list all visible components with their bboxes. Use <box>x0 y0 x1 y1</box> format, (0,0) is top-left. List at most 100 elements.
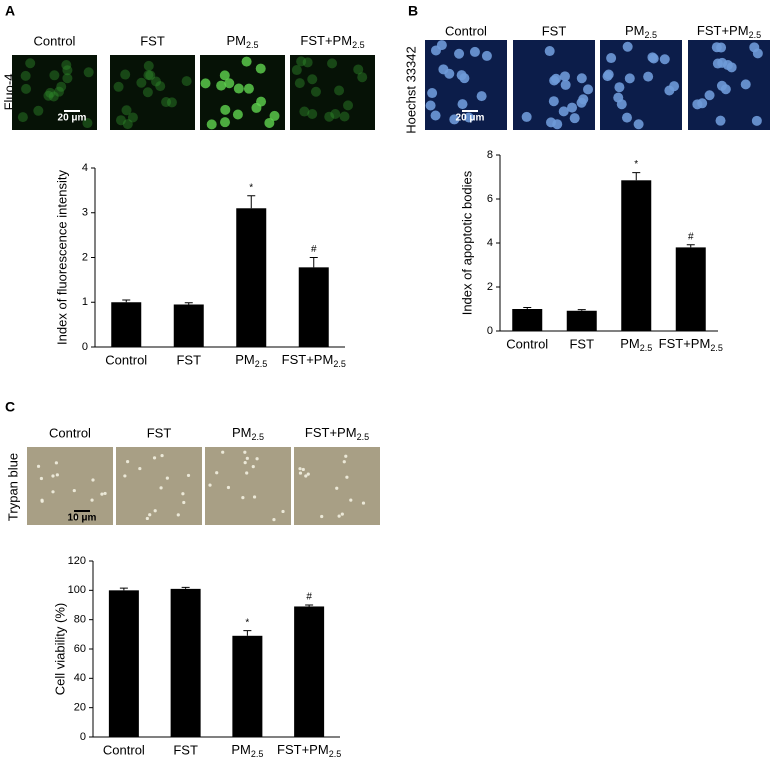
cell <box>136 77 147 88</box>
cell <box>430 45 441 56</box>
cell <box>127 112 138 123</box>
cell <box>91 478 95 482</box>
cell <box>20 70 31 81</box>
cell <box>633 119 644 130</box>
cell <box>145 70 156 81</box>
cell <box>559 71 570 82</box>
cell <box>310 86 321 97</box>
error-bar <box>122 299 131 303</box>
cell <box>166 97 177 108</box>
cell <box>569 113 580 124</box>
x-tick-label: FST+PM2.5 <box>277 742 341 759</box>
cell <box>160 453 164 458</box>
cell <box>521 111 532 122</box>
cell <box>43 90 54 101</box>
cell <box>751 115 762 126</box>
error-bar <box>309 257 318 268</box>
y-tick-label: 0 <box>80 731 86 743</box>
cell <box>220 117 231 128</box>
cell <box>624 73 635 84</box>
cell <box>327 58 338 69</box>
cell <box>544 46 555 57</box>
cell <box>330 108 341 119</box>
x-tick-label: FST <box>176 352 201 367</box>
cell <box>349 498 353 502</box>
cell <box>353 64 364 75</box>
cell <box>602 71 613 82</box>
error-bar <box>243 630 252 636</box>
cell <box>36 464 41 468</box>
cell <box>716 42 727 53</box>
bar <box>236 208 267 347</box>
y-tick-label: 4 <box>82 162 88 174</box>
cell <box>749 42 760 53</box>
cell <box>56 81 67 92</box>
cell <box>17 112 28 123</box>
cell <box>243 450 247 454</box>
cell <box>153 509 157 513</box>
error-bar <box>184 302 193 305</box>
cell <box>454 48 465 59</box>
micrograph <box>12 55 97 130</box>
x-tick-label: FST+PM2.5 <box>659 336 723 353</box>
cell <box>62 73 73 84</box>
y-tick-label: 2 <box>82 251 88 263</box>
cell <box>181 76 192 87</box>
panel-label: C <box>5 399 15 415</box>
cell <box>457 99 468 110</box>
cell <box>621 112 632 123</box>
error-bar <box>119 587 128 591</box>
cell <box>216 80 227 91</box>
cell <box>62 65 73 76</box>
x-tick-label: Control <box>105 352 147 367</box>
cell <box>715 115 726 126</box>
cell <box>143 60 154 71</box>
cell <box>281 509 285 514</box>
cell <box>25 58 36 69</box>
cell <box>302 57 313 68</box>
x-tick-label: FST <box>569 336 594 351</box>
cell <box>697 98 708 109</box>
cell <box>148 513 152 517</box>
column-label: FST <box>542 23 567 38</box>
x-tick-label: Control <box>506 336 548 351</box>
bar <box>232 635 263 737</box>
cell <box>152 456 157 460</box>
cell <box>712 58 723 69</box>
x-tick-label: PM2.5 <box>620 336 652 353</box>
cell <box>291 65 302 76</box>
micrograph <box>290 55 375 130</box>
error-bar <box>305 604 314 607</box>
cell <box>301 467 305 472</box>
bar <box>566 310 597 331</box>
cell <box>72 488 76 493</box>
cell <box>120 69 131 80</box>
micrograph <box>110 55 195 130</box>
y-axis-label: Cell viability (%) <box>52 603 67 695</box>
bar <box>621 180 652 331</box>
y-tick-label: 3 <box>82 207 88 219</box>
cell <box>241 495 245 500</box>
cell <box>299 106 310 117</box>
cell <box>294 78 305 89</box>
cell <box>614 82 625 93</box>
y-tick-label: 80 <box>74 614 86 626</box>
cell <box>463 112 474 123</box>
significance-marker: * <box>249 182 253 193</box>
cell <box>113 81 124 92</box>
significance-marker: # <box>311 244 317 255</box>
column-label: PM2.5 <box>625 23 657 40</box>
cell <box>100 492 104 496</box>
cell <box>339 111 350 122</box>
column-label: Control <box>49 425 91 440</box>
cell <box>21 83 32 94</box>
cell <box>83 67 94 78</box>
cell <box>159 486 163 490</box>
column-label: Control <box>445 23 487 38</box>
cell <box>345 475 349 479</box>
scale-bar-label: 20 μm <box>58 113 87 124</box>
cell <box>704 90 715 101</box>
y-tick-label: 20 <box>74 702 86 714</box>
cell <box>264 117 275 128</box>
cell <box>122 119 133 130</box>
